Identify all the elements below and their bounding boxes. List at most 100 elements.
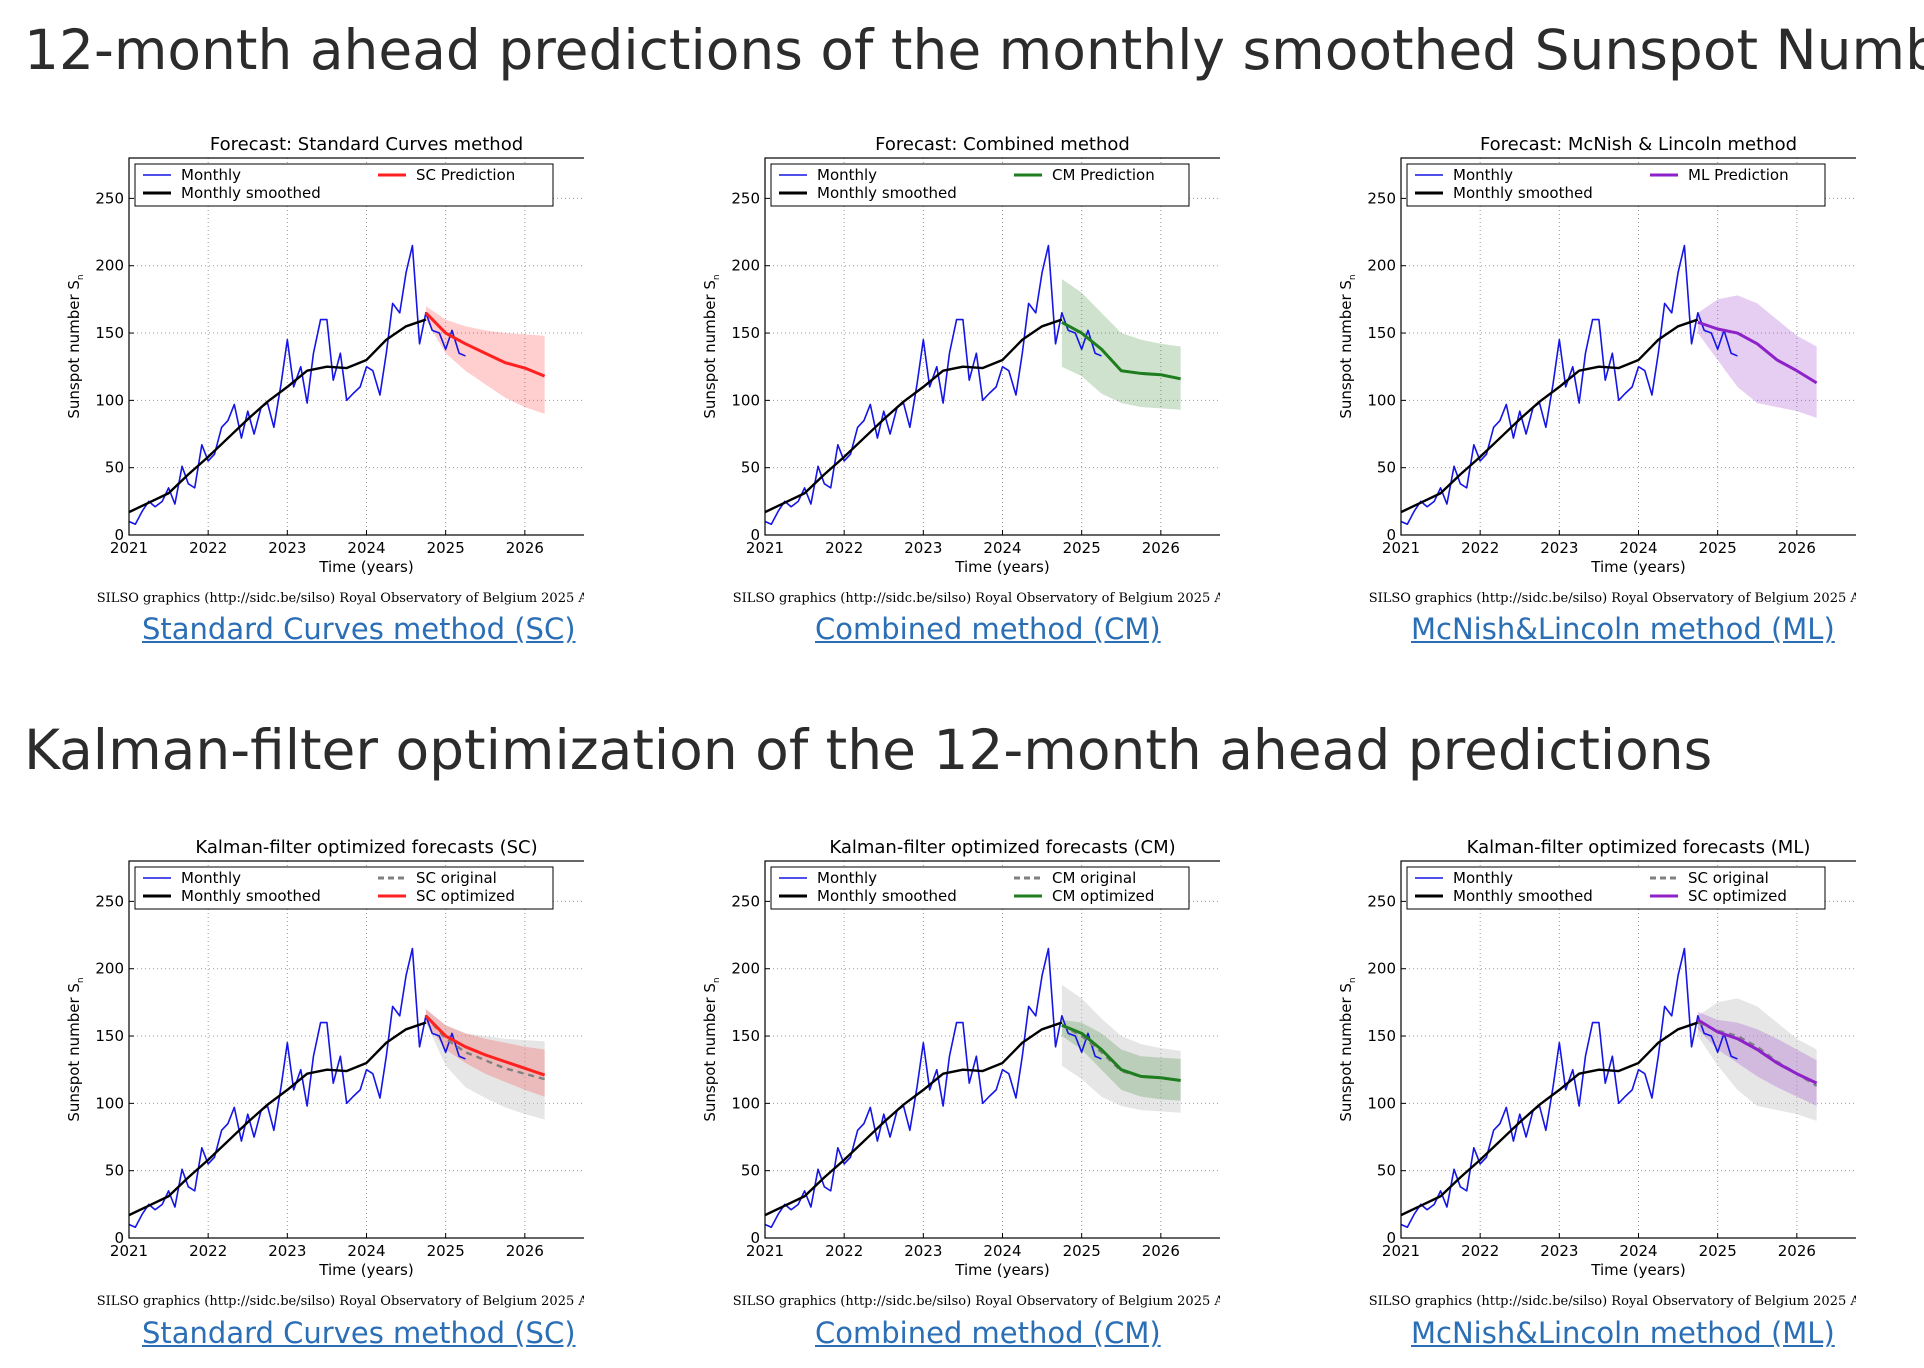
y-axis-label: Sunspot number Sn (701, 274, 722, 418)
chart-title: Forecast: Combined method (875, 134, 1130, 155)
series-monthly (1400, 947, 1738, 1229)
y-axis-label: Sunspot number Sn (1337, 274, 1358, 418)
y-tick-label: 100 (731, 1094, 760, 1112)
heading-predictions: 12-month ahead predictions of the monthl… (24, 18, 1924, 82)
legend-label-monthly: Monthly (181, 869, 241, 887)
legend-label-smoothed: Monthly smoothed (817, 887, 957, 905)
y-tick-label: 0 (1386, 526, 1396, 544)
link-sc-method[interactable]: Standard Curves method (SC) (142, 612, 576, 646)
y-axis-label-text: Sunspot number S (1337, 280, 1355, 419)
x-tick-label: 2023 (904, 1242, 942, 1260)
x-axis-label: Time (years) (318, 558, 413, 576)
y-tick-label: 250 (1367, 189, 1396, 207)
y-tick-label: 150 (731, 1027, 760, 1045)
legend-label-original: SC original (1688, 869, 1769, 887)
legend-label-monthly: Monthly (181, 166, 241, 184)
chart-sc: Forecast: Standard Curves method 2021 2022… (65, 134, 584, 606)
legend-box (770, 163, 1190, 207)
legend-label-original: SC original (416, 869, 497, 887)
x-axis-label: Time (years) (954, 558, 1049, 576)
y-tick-label: 150 (1367, 324, 1396, 342)
legend-label-original: CM original (1052, 869, 1136, 887)
x-tick-label: 2021 (746, 539, 784, 557)
y-tick-label: 250 (95, 189, 124, 207)
x-tick-label: 2024 (983, 539, 1021, 557)
link-cm-method[interactable]: Combined method (CM) (815, 612, 1161, 646)
x-tick-label: 2022 (189, 1242, 227, 1260)
x-tick-label: 2024 (983, 1242, 1021, 1260)
y-tick-label: 250 (95, 892, 124, 910)
legend-label-monthly: Monthly (1453, 166, 1513, 184)
series-monthly (1400, 244, 1738, 526)
link-kalman-sc-method[interactable]: Standard Curves method (SC) (142, 1316, 576, 1350)
chart-cm: Forecast: Combined method 2021 2022 2023 202… (701, 134, 1220, 606)
y-tick-label: 200 (95, 960, 124, 978)
x-tick-label: 2021 (1382, 1242, 1420, 1260)
chart-title: Kalman-filter optimized forecasts (CM) (829, 837, 1175, 858)
legend-label-smoothed: Monthly smoothed (1453, 887, 1593, 905)
chart-panel-kalman-ml: Kalman-filter optimized forecasts (ML) 20… (1336, 818, 1856, 1338)
x-tick-label: 2026 (506, 1242, 544, 1260)
x-tick-label: 2024 (1619, 1242, 1657, 1260)
x-axis-label: Time (years) (318, 1261, 413, 1279)
y-axis-label-text: Sunspot number S (701, 983, 719, 1122)
y-tick-label: 50 (741, 1162, 760, 1180)
y-tick-label: 50 (105, 1162, 124, 1180)
x-tick-label: 2026 (1778, 539, 1816, 557)
link-kalman-cm-method[interactable]: Combined method (CM) (815, 1316, 1161, 1350)
y-tick-label: 200 (731, 960, 760, 978)
chart-panel-sc: Forecast: Standard Curves method 2021 2022… (64, 115, 584, 635)
series-prediction (424, 1014, 546, 1077)
chart-title: Forecast: McNish & Lincoln method (1480, 134, 1797, 155)
legend-label-prediction: ML Prediction (1688, 166, 1789, 184)
y-tick-label: 250 (731, 189, 760, 207)
legend-label-smoothed: Monthly smoothed (1453, 184, 1593, 202)
legend-box (1406, 866, 1826, 910)
series-prediction (1061, 1023, 1181, 1082)
legend-label-monthly: Monthly (817, 869, 877, 887)
y-tick-label: 0 (1386, 1229, 1396, 1247)
x-tick-label: 2023 (1540, 1242, 1578, 1260)
x-axis-label: Time (years) (954, 1261, 1049, 1279)
legend-box (1406, 163, 1826, 207)
chart-panel-cm: Forecast: Combined method 2021 2022 2023 202… (700, 115, 1220, 635)
chart-panel-ml: Forecast: McNish & Lincoln method 2021 202… (1336, 115, 1856, 635)
series-prediction (1697, 1018, 1818, 1085)
y-tick-label: 50 (1377, 1162, 1396, 1180)
chart-panel-kalman-sc: Kalman-filter optimized forecasts (SC) 20… (64, 818, 584, 1338)
legend-label-prediction: SC Prediction (416, 166, 515, 184)
legend-label-smoothed: Monthly smoothed (817, 184, 957, 202)
x-tick-label: 2024 (1619, 539, 1657, 557)
y-tick-label: 50 (105, 459, 124, 477)
y-tick-label: 200 (1367, 257, 1396, 275)
y-tick-label: 100 (1367, 1094, 1396, 1112)
x-tick-label: 2022 (825, 1242, 863, 1260)
y-tick-label: 0 (114, 526, 124, 544)
band-prediction (425, 306, 545, 414)
y-tick-label: 50 (1377, 459, 1396, 477)
y-tick-label: 150 (95, 1027, 124, 1045)
legend-label-smoothed: Monthly smoothed (181, 184, 321, 202)
x-tick-label: 2023 (904, 539, 942, 557)
chart-kalman-sc: Kalman-filter optimized forecasts (SC) 20… (65, 837, 584, 1309)
y-tick-label: 250 (731, 892, 760, 910)
y-tick-label: 0 (750, 526, 760, 544)
chart-title: Kalman-filter optimized forecasts (ML) (1467, 837, 1811, 858)
y-tick-label: 200 (731, 257, 760, 275)
link-kalman-ml-method[interactable]: McNish&Lincoln method (ML) (1411, 1316, 1835, 1350)
legend-label-smoothed: Monthly smoothed (181, 887, 321, 905)
y-axis-label-text: Sunspot number S (65, 983, 83, 1122)
chart-panel-kalman-cm: Kalman-filter optimized forecasts (CM) 20… (700, 818, 1220, 1338)
y-tick-label: 50 (741, 459, 760, 477)
x-tick-label: 2021 (110, 1242, 148, 1260)
chart-kalman-cm: Kalman-filter optimized forecasts (CM) 20… (701, 837, 1220, 1309)
legend-box (134, 866, 554, 910)
legend-label-monthly: Monthly (817, 166, 877, 184)
x-tick-label: 2022 (1461, 1242, 1499, 1260)
legend-box (134, 163, 554, 207)
y-tick-label: 250 (1367, 892, 1396, 910)
link-ml-method[interactable]: McNish&Lincoln method (ML) (1411, 612, 1835, 646)
band-original (1061, 984, 1181, 1113)
